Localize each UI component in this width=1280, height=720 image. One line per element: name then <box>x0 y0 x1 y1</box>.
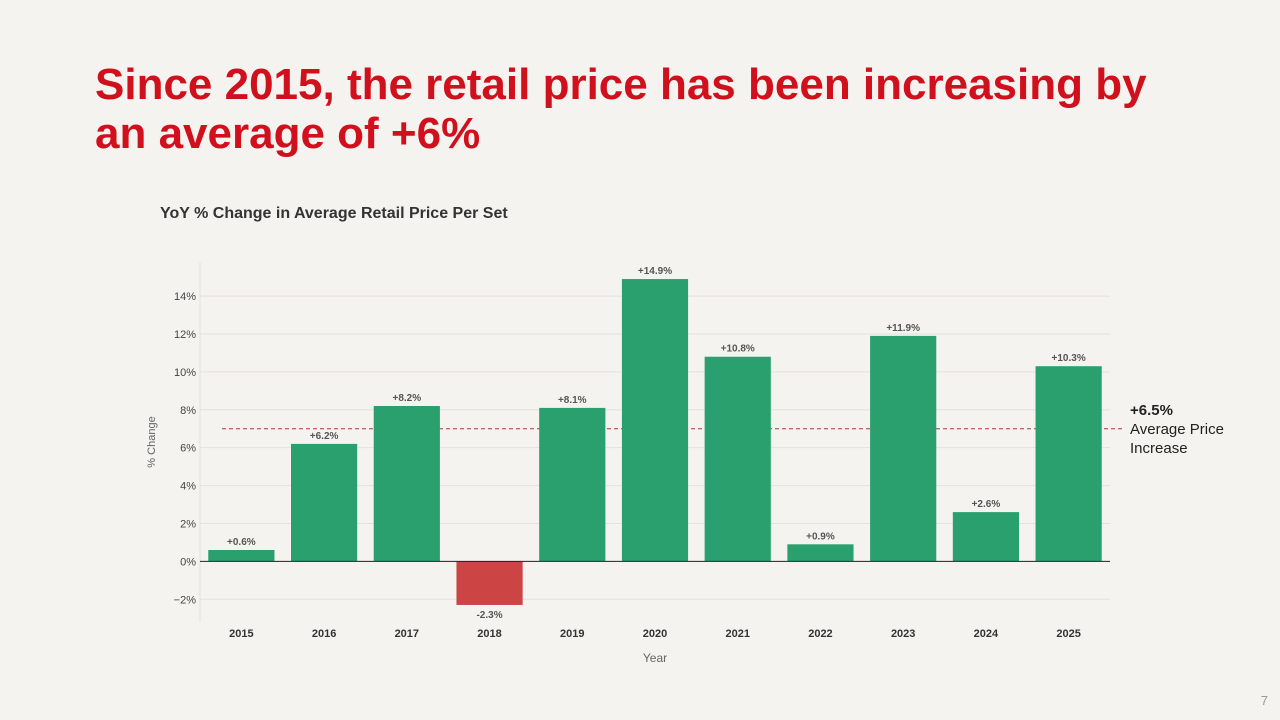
bar-2018 <box>456 561 523 605</box>
bar-2017 <box>373 406 440 562</box>
bar-2021 <box>704 356 771 562</box>
bars <box>208 279 1102 605</box>
data-label: +14.9% <box>638 266 672 277</box>
x-tick-label: 2023 <box>891 628 915 640</box>
x-tick-label: 2017 <box>395 628 419 640</box>
data-label: -2.3% <box>476 610 502 621</box>
y-tick-label: −2% <box>174 594 197 606</box>
y-axis-label: % Change <box>146 416 158 467</box>
data-label: +10.8% <box>721 344 755 355</box>
bar-2020 <box>621 279 689 562</box>
x-tick-label: 2021 <box>725 628 749 640</box>
data-label: +2.6% <box>972 499 1001 510</box>
average-label: Average Price Increase <box>1130 421 1224 457</box>
bar-2025 <box>1035 366 1102 562</box>
y-tick-label: 8% <box>180 405 196 417</box>
y-tick-label: 0% <box>180 556 196 568</box>
x-tick-label: 2020 <box>643 628 667 640</box>
y-tick-label: 14% <box>174 291 196 303</box>
y-tick-label: 6% <box>180 443 196 455</box>
x-axis-label: Year <box>643 651 667 665</box>
data-label: +8.1% <box>558 395 587 406</box>
average-value: +6.5% <box>1130 402 1173 419</box>
data-label: +0.6% <box>227 537 256 548</box>
y-axis-ticks: −2% 0% 2% 4% 6% 8% 10% 12% 14% <box>174 291 197 606</box>
chart-title: YoY % Change in Average Retail Price Per… <box>160 205 508 222</box>
x-tick-label: 2025 <box>1056 628 1080 640</box>
y-tick-label: 2% <box>180 518 196 530</box>
data-label: +10.3% <box>1052 353 1086 364</box>
bar-2019 <box>539 407 606 562</box>
y-tick-label: 12% <box>174 329 196 341</box>
bar-2015 <box>208 550 275 562</box>
x-axis-ticks: 2015 2016 2017 2018 2019 2020 2021 2022 2023 2024… <box>229 628 1081 640</box>
y-tick-label: 4% <box>180 481 196 493</box>
bar-2016 <box>291 443 358 562</box>
bar-2023 <box>870 335 937 562</box>
slide-title: Since 2015, the retail price has been in… <box>95 60 1147 158</box>
y-tick-label: 10% <box>174 367 196 379</box>
data-label: +6.2% <box>310 431 339 442</box>
x-tick-label: 2016 <box>312 628 336 640</box>
data-label: +0.9% <box>806 531 835 542</box>
x-tick-label: 2018 <box>477 628 501 640</box>
x-tick-label: 2022 <box>808 628 832 640</box>
data-label: +11.9% <box>886 323 920 334</box>
x-tick-label: 2019 <box>560 628 584 640</box>
bar-2022 <box>787 544 854 562</box>
x-tick-label: 2024 <box>974 628 999 640</box>
bar-2024 <box>952 512 1019 562</box>
average-annotation: +6.5% Average Price Increase <box>1130 401 1250 458</box>
data-label: +8.2% <box>392 393 421 404</box>
page-number: 7 <box>1260 693 1268 708</box>
x-tick-label: 2015 <box>229 628 253 640</box>
data-labels: +0.6% +6.2% +8.2% -2.3% +8.1% +14.9% +10.8% +0.… <box>227 266 1086 621</box>
